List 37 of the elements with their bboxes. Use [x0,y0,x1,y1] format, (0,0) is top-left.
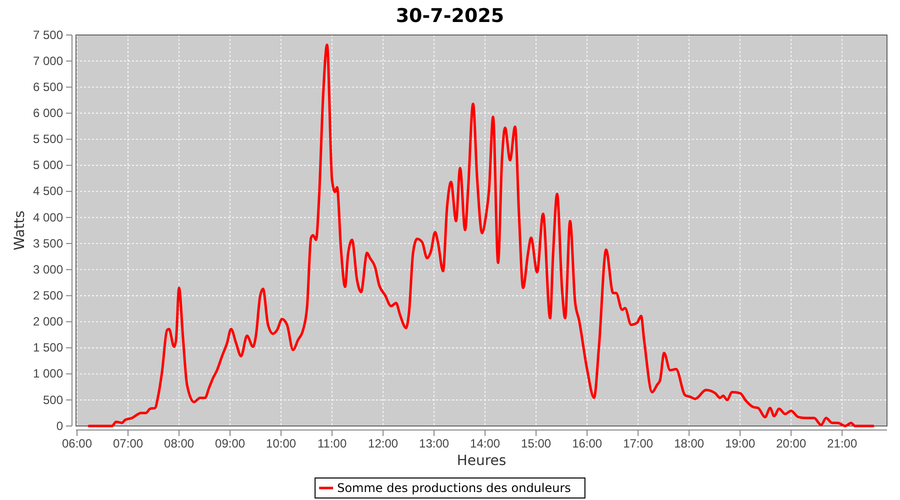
y-tick-label: 2 000 [32,314,64,329]
legend-label: Somme des productions des onduleurs [337,481,571,495]
y-tick-label: 4 000 [32,210,64,224]
x-tick-label: 07:00 [113,436,144,451]
x-tick-label: 18:00 [674,436,704,451]
y-tick-label: 5 000 [32,158,64,172]
x-tick-label: 11:00 [317,436,347,451]
y-tick-label: 1 500 [32,340,64,355]
y-tick-label: 5 500 [32,132,64,146]
x-tick-label: 17:00 [623,436,654,451]
y-tick-label: 6 000 [32,106,64,120]
x-tick-label: 13:00 [419,436,450,451]
y-tick-label: 2 500 [32,288,64,303]
x-axis-title: Heures [456,453,506,469]
x-tick-label: 16:00 [572,436,602,451]
x-tick-label: 09:00 [215,436,246,451]
x-tick-label: 10:00 [266,436,296,451]
y-tick-label: 500 [42,392,64,407]
x-tick-label: 06:00 [62,436,92,451]
y-tick-label: 3 000 [32,262,64,276]
y-tick-label: 7 000 [32,54,64,68]
y-tick-label: 3 500 [32,236,64,250]
y-tick-label: 4 500 [32,184,64,198]
y-tick-label: 7 500 [32,28,64,42]
x-tick-label: 12:00 [368,436,398,451]
x-tick-label: 08:00 [164,436,194,451]
x-tick-label: 15:00 [521,436,552,451]
line-series [88,44,874,428]
x-tick-label: 20:00 [776,436,806,451]
y-tick-label: 0 [56,418,64,433]
x-tick-label: 21:00 [827,436,858,451]
chart-title: 30-7-2025 [396,5,504,27]
y-axis-title: Watts [12,210,28,250]
y-tick-label: 1 000 [32,366,64,381]
x-tick-label: 14:00 [470,436,500,451]
x-tick-label: 19:00 [725,436,756,451]
y-tick-label: 6 500 [32,80,64,94]
